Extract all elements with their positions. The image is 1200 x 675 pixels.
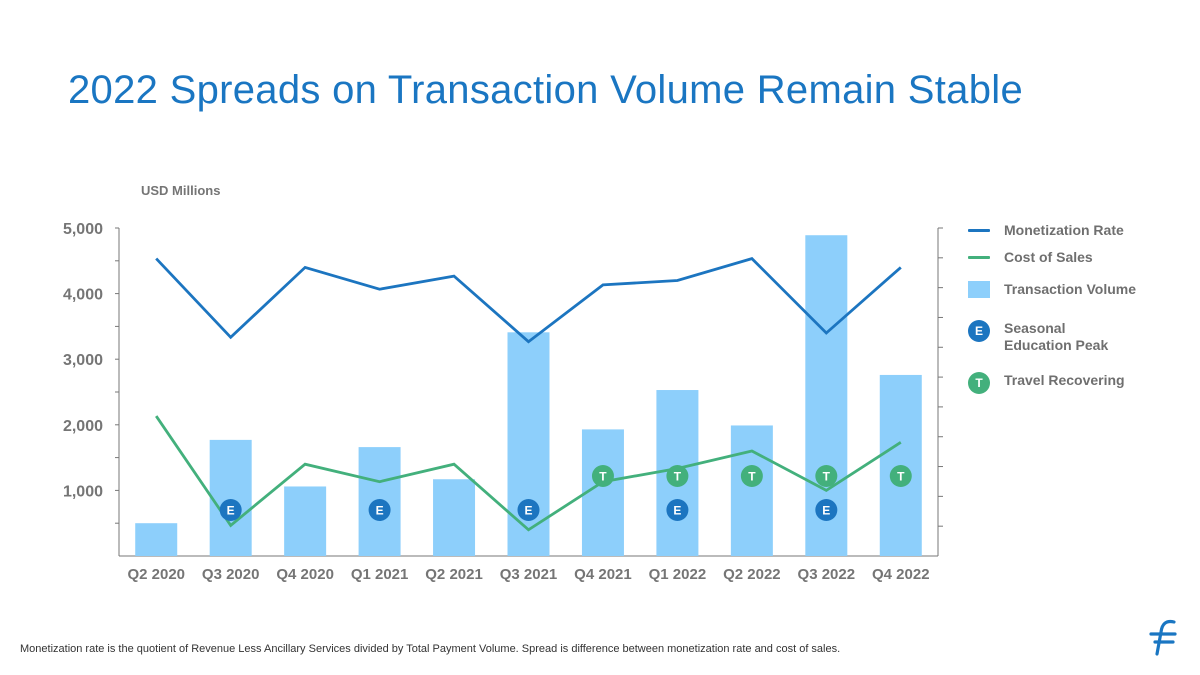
legend-bar-swatch [968, 281, 990, 298]
volume-bar [730, 425, 773, 556]
footnote: Monetization rate is the quotient of Rev… [20, 643, 841, 655]
volume-bar [581, 429, 624, 556]
education-peak-badge-circle [368, 499, 391, 521]
education-badge-icon: E [968, 320, 990, 342]
education-peak-badge-letter: E [227, 504, 235, 518]
legend-travel: T Travel Recovering [968, 372, 1125, 394]
x-tick-label: Q4 2020 [276, 566, 334, 583]
y-tick-label: 2,000 [63, 418, 103, 435]
travel-recovering-badge-circle [591, 465, 614, 487]
travel-recovering-badge: T [666, 465, 689, 487]
travel-recovering-badge-letter: T [674, 470, 682, 484]
legend-line-swatch-blue [968, 229, 990, 232]
page-title: 2022 Spreads on Transaction Volume Remai… [68, 68, 1023, 112]
x-tick-label: Q2 2020 [127, 566, 185, 583]
education-peak-badge-circle [815, 499, 838, 521]
travel-recovering-badge-letter: T [748, 470, 756, 484]
travel-recovering-badge-circle [740, 465, 763, 487]
legend-label: Travel Recovering [1004, 372, 1125, 388]
x-tick-label: Q1 2022 [649, 566, 707, 583]
travel-badge-icon: T [968, 372, 990, 394]
x-tick-label: Q3 2022 [798, 566, 856, 583]
education-peak-badge-circle [666, 499, 689, 521]
travel-recovering-badge: T [740, 465, 763, 487]
x-tick-labels: Q2 2020 Q3 2020 Q4 2020 Q1 2021 Q2 2021 Q3 20… [127, 566, 929, 583]
education-peak-badge-letter: E [376, 504, 384, 518]
legend-education: E Seasonal Education Peak [968, 320, 1108, 354]
education-peak-badge-letter: E [822, 504, 830, 518]
x-tick-label: Q1 2021 [351, 566, 409, 583]
volume-bar [284, 486, 327, 556]
bar-series [135, 235, 922, 556]
volume-bar [135, 523, 178, 556]
travel-recovering-badge-circle [815, 465, 838, 487]
legend-line-swatch-green [968, 256, 990, 259]
education-peak-badge: E [666, 499, 689, 521]
travel-recovering-badge: T [591, 465, 614, 487]
legend-label: Transaction Volume [1004, 281, 1136, 297]
monetization-rate-line [155, 257, 902, 344]
flywire-logo-icon [1149, 619, 1177, 656]
education-peak-badge: E [368, 499, 391, 521]
education-peak-badge-letter: E [673, 504, 681, 518]
travel-recovering-badge-circle [666, 465, 689, 487]
x-tick-label: Q4 2021 [574, 566, 632, 583]
y-tick-label: 3,000 [63, 352, 103, 369]
y-tick-label: 1,000 [63, 483, 103, 500]
education-peak-badge: E [815, 499, 838, 521]
legend-monetization: Monetization Rate [968, 222, 1124, 239]
volume-bar [507, 332, 550, 556]
legend-label: Cost of Sales [1004, 249, 1093, 265]
x-tick-label: Q2 2022 [723, 566, 781, 583]
legend-volume: Transaction Volume [968, 281, 1136, 298]
x-tick-label: Q2 2021 [425, 566, 483, 583]
y-tick-label: 5,000 [63, 221, 103, 238]
legend-label: Seasonal Education Peak [1004, 320, 1109, 353]
travel-recovering-badge-letter: T [599, 470, 607, 484]
y-axis-label: USD Millions [141, 183, 220, 198]
y-tick-label: 4,000 [63, 287, 103, 304]
x-tick-label: Q3 2020 [202, 566, 260, 583]
education-peak-badge-circle [517, 499, 540, 521]
travel-recovering-badge-circle [889, 465, 912, 487]
line-series [155, 257, 902, 532]
cost-of-sales-line [155, 415, 902, 532]
education-peak-badge-circle [219, 499, 242, 521]
volume-bar [433, 479, 476, 556]
travel-recovering-badge: T [815, 465, 838, 487]
x-tick-label: Q4 2022 [872, 566, 930, 583]
travel-recovering-badge-letter: T [823, 470, 831, 484]
education-peak-badge: E [517, 499, 540, 521]
volume-bar [209, 439, 252, 556]
travel-recovering-badge-letter: T [897, 470, 905, 484]
legend-cost: Cost of Sales [968, 249, 1093, 266]
x-tick-label: Q3 2021 [500, 566, 558, 583]
education-peak-badge-letter: E [524, 504, 532, 518]
education-peak-badge: E [219, 499, 242, 521]
annotation-badges: E E E E E T T T T T [219, 465, 912, 521]
travel-recovering-badge: T [889, 465, 912, 487]
legend-label: Monetization Rate [1004, 222, 1124, 238]
